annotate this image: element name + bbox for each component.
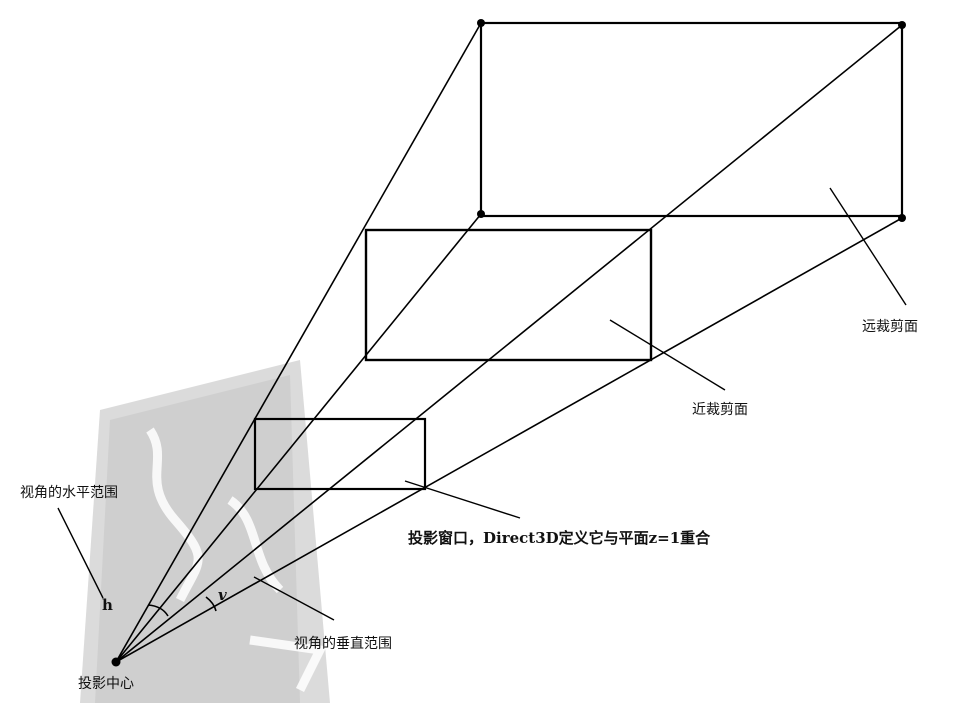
horizontal-fov-label: 视角的水平范围	[20, 484, 118, 501]
near-clip-leader	[609, 319, 726, 391]
angle-arcs	[147, 596, 217, 617]
v-symbol: v	[218, 586, 227, 604]
vertical-fov-label: 视角的垂直范围	[294, 635, 392, 652]
projection-window-leader	[404, 480, 521, 519]
far-clip-leader	[829, 187, 907, 306]
vertical-fov-leader	[253, 576, 335, 621]
horizontal-angle-arc	[147, 604, 169, 617]
frustum-lines	[115, 22, 903, 663]
projection-window	[253, 417, 427, 491]
near-clip-label: 近裁剪面	[692, 402, 748, 418]
watermark-stamp	[80, 360, 330, 703]
horizontal-fov-leader	[57, 507, 104, 599]
far-clip-label: 远裁剪面	[862, 319, 918, 335]
leader-lines	[57, 187, 907, 621]
far-clip-plane	[479, 21, 904, 218]
edge-bottom-left	[115, 213, 482, 663]
vertical-angle-arc	[205, 596, 217, 612]
h-symbol: h	[102, 596, 113, 614]
near-clip-plane	[364, 228, 653, 362]
edge-top-right	[115, 24, 903, 663]
projection-window-label: 投影窗口，Direct3D定义它与平面z=1重合	[408, 529, 711, 547]
far-plane-corners	[477, 19, 906, 222]
projection-center-label: 投影中心	[78, 676, 134, 692]
edge-top-left	[115, 22, 482, 663]
edge-bottom-right	[115, 217, 903, 663]
projection-center-point	[111, 657, 121, 667]
